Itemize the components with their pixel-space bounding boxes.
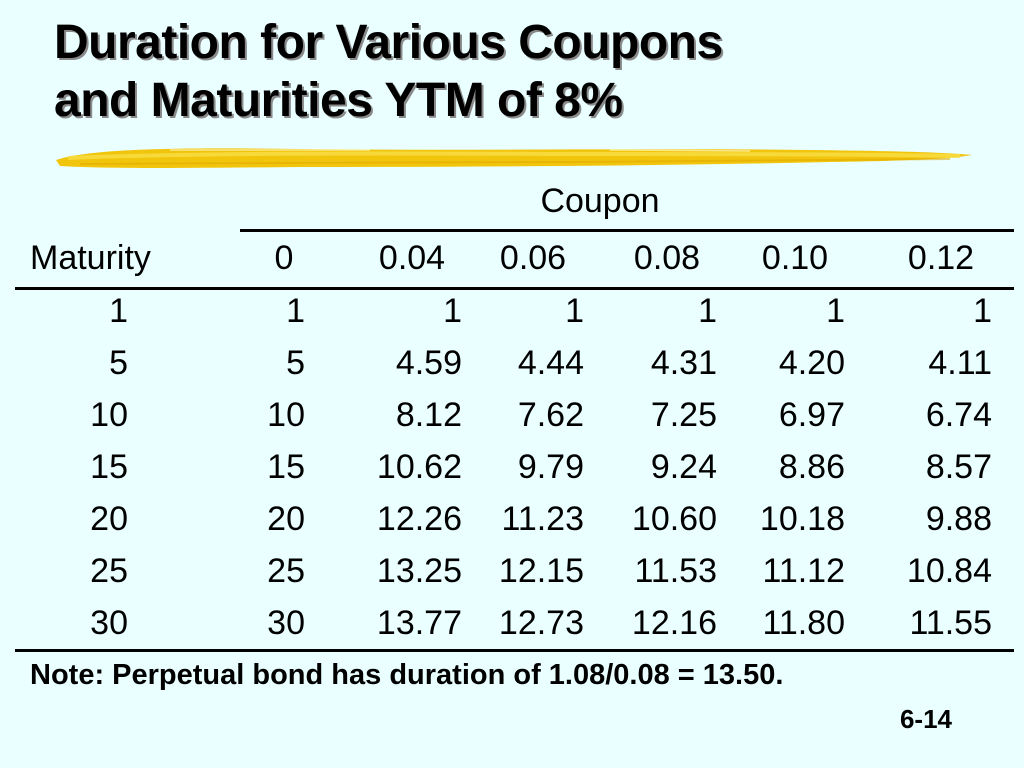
coupon-header-3: 0.08 <box>633 239 701 277</box>
slide-number: 6-14 <box>899 704 952 734</box>
duration-cell: 11.55 <box>909 604 992 642</box>
duration-cell: 4.44 <box>517 344 584 382</box>
duration-cell: 4.59 <box>395 344 462 382</box>
slide-title-line-1: Duration for Various Coupons <box>54 16 723 69</box>
duration-cell: 1 <box>826 292 845 330</box>
highlighter-stroke <box>56 148 972 168</box>
duration-cell: 30 <box>267 604 305 642</box>
duration-cell: 12.16 <box>631 604 717 642</box>
duration-cell: 20 <box>267 500 305 538</box>
duration-cell: 4.20 <box>778 344 845 382</box>
duration-cell: 10.18 <box>759 500 845 538</box>
maturity-cell: 30 <box>90 604 128 642</box>
header-divider-top <box>240 229 1014 232</box>
duration-cell: 25 <box>267 552 305 590</box>
duration-cell: 1 <box>286 292 305 330</box>
maturity-cell: 20 <box>90 500 128 538</box>
duration-cell: 7.62 <box>517 396 584 434</box>
duration-cell: 15 <box>267 448 305 486</box>
maturity-cell: 25 <box>90 552 128 590</box>
duration-cell: 13.77 <box>376 604 462 642</box>
duration-cell: 12.73 <box>498 604 584 642</box>
duration-cell: 1 <box>698 292 717 330</box>
duration-cell: 10.60 <box>631 500 717 538</box>
duration-cell: 8.86 <box>778 448 845 486</box>
duration-cell: 7.25 <box>650 396 717 434</box>
duration-cell: 6.97 <box>778 396 845 434</box>
duration-cell: 13.25 <box>376 552 462 590</box>
duration-cell: 1 <box>443 292 462 330</box>
slide-title: Duration for Various Coupons and Maturit… <box>54 14 994 130</box>
duration-cell: 11.80 <box>762 604 845 642</box>
duration-cell: 5 <box>286 344 305 382</box>
duration-cell: 6.74 <box>925 396 992 434</box>
duration-cell: 8.57 <box>925 448 992 486</box>
duration-cell: 12.15 <box>498 552 584 590</box>
duration-cell: 9.79 <box>517 448 584 486</box>
footnote: Note: Perpetual bond has duration of 1.0… <box>30 659 784 691</box>
coupon-group-header: Coupon <box>540 182 660 220</box>
maturity-cell: 1 <box>109 292 128 330</box>
duration-cell: 10.84 <box>906 552 992 590</box>
duration-cell: 4.31 <box>650 344 717 382</box>
slide-title-line-2: and Maturities YTM of 8% <box>54 74 623 127</box>
coupon-header-4: 0.10 <box>761 239 829 277</box>
duration-cell: 11.12 <box>762 552 845 590</box>
duration-cell: 1 <box>565 292 584 330</box>
duration-cell: 8.12 <box>395 396 462 434</box>
duration-cell: 4.11 <box>928 344 992 382</box>
duration-cell: 9.24 <box>650 448 717 486</box>
maturity-column-header: Maturity <box>30 239 151 277</box>
coupon-header-0: 0 <box>274 239 294 277</box>
duration-cell: 10 <box>267 396 305 434</box>
maturity-cell: 10 <box>90 396 128 434</box>
table-divider-bottom <box>15 649 1014 652</box>
duration-cell: 11.53 <box>634 552 717 590</box>
coupon-header-1: 0.04 <box>378 239 446 277</box>
coupon-header-2: 0.06 <box>499 239 567 277</box>
maturity-cell: 15 <box>90 448 128 486</box>
maturity-cell: 5 <box>109 344 128 382</box>
duration-cell: 1 <box>973 292 992 330</box>
coupon-header-5: 0.12 <box>907 239 975 277</box>
header-divider-bottom <box>15 287 1014 290</box>
duration-cell: 11.23 <box>501 500 584 538</box>
duration-cell: 12.26 <box>376 500 462 538</box>
duration-cell: 10.62 <box>376 448 462 486</box>
duration-cell: 9.88 <box>925 500 992 538</box>
